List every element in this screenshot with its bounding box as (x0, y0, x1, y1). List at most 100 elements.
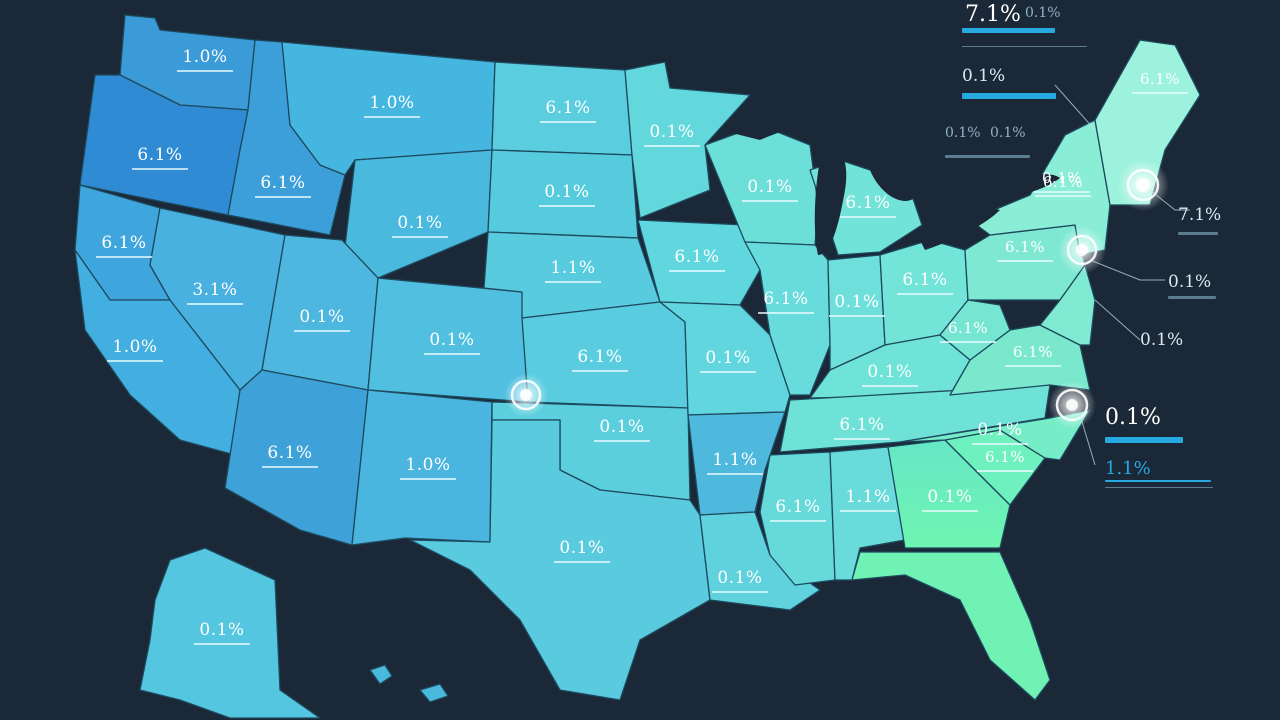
state-value-ky: 0.1% (867, 362, 912, 382)
side-label-top-extra: 0.1% (1025, 5, 1061, 21)
marker-carolina[interactable] (1048, 381, 1096, 429)
states-layer (74, 14, 1201, 719)
state-value-ca-s: 1.0% (112, 337, 157, 357)
state-caption-ky (862, 385, 918, 387)
state-la[interactable] (699, 511, 821, 611)
state-mo[interactable] (659, 301, 791, 416)
state-value-il: 6.1% (763, 289, 808, 309)
state-caption-wv (997, 260, 1053, 262)
state-value-nd: 6.1% (545, 98, 590, 118)
state-ga[interactable] (887, 439, 1011, 549)
state-caption-tx (554, 561, 610, 563)
side-bar-top-rule (962, 46, 1087, 47)
state-caption-co (424, 353, 480, 355)
state-value-az: 6.1% (267, 443, 312, 463)
state-caption-az (262, 466, 318, 468)
state-value-in: 0.1% (834, 292, 879, 312)
state-ia[interactable] (637, 219, 761, 306)
state-caption-sc (977, 470, 1033, 472)
leader-carolina (1079, 414, 1096, 466)
side-label-3: 7.1% (1178, 205, 1222, 225)
state-caption-wa (177, 70, 233, 72)
state-value-ne-us: 6.1% (1140, 70, 1180, 88)
state-nm[interactable] (351, 389, 493, 546)
leader-top (1054, 84, 1096, 131)
state-caption-ne (545, 281, 601, 283)
state-caption-ca-n (96, 256, 152, 258)
leader-lines (1054, 84, 1190, 466)
lake-erie (920, 208, 1000, 250)
state-caption-nd (540, 121, 596, 123)
state-hi[interactable] (369, 664, 393, 685)
state-caption-id (255, 196, 311, 198)
state-value-fl: 0.1% (977, 420, 1022, 440)
state-caption-ny (1034, 191, 1090, 193)
state-caption-ar (707, 473, 763, 475)
state-value-ms: 6.1% (775, 497, 820, 517)
side-bar-7-rule (1105, 487, 1213, 488)
side-bar-4 (1168, 296, 1216, 299)
side-label-7: 1.1% (1105, 458, 1151, 479)
state-ne-us[interactable] (1094, 39, 1201, 206)
marker-kansas[interactable] (504, 373, 548, 417)
marker-nyc[interactable] (1058, 226, 1106, 274)
state-value-nm: 1.0% (405, 455, 450, 475)
state-value-ks: 6.1% (577, 347, 622, 367)
side-label-top: 7.1% (965, 2, 1021, 27)
state-value-mn: 0.1% (649, 122, 694, 142)
state-value-id: 6.1% (260, 173, 305, 193)
side-label-2: 0.1% (945, 125, 981, 141)
state-ar[interactable] (687, 411, 786, 516)
side-bar-6 (1105, 437, 1183, 443)
state-value-mo: 0.1% (705, 348, 750, 368)
state-value-ne: 1.1% (550, 258, 595, 278)
state-caption-mi (840, 216, 896, 218)
state-labels: 1.0% 6.1% 6.1% 1.0% 6.1% 3.1% 1.0% 0.1% 0.1% 0.1%… (96, 47, 1188, 645)
state-fl[interactable] (851, 551, 1051, 701)
state-value-ca-n: 6.1% (101, 233, 146, 253)
state-value-wv: 6.1% (1005, 238, 1045, 256)
state-value-co: 0.1% (429, 330, 474, 350)
state-value-oh: 6.1% (902, 270, 947, 290)
state-value-ga: 0.1% (927, 487, 972, 507)
state-value-mi: 6.1% (845, 193, 890, 213)
state-caption-mt (364, 116, 420, 118)
state-value-la: 0.1% (717, 568, 762, 588)
state-caption-wi (742, 200, 798, 202)
state-value-tx: 0.1% (559, 538, 604, 558)
state-caption-ne-us (1132, 92, 1188, 94)
leader-boston (1149, 189, 1190, 211)
state-caption-al (840, 510, 896, 512)
state-value-tn: 6.1% (839, 415, 884, 435)
state-value-ia: 6.1% (674, 247, 719, 267)
state-wv[interactable] (939, 299, 1011, 361)
state-caption-ia (669, 270, 725, 272)
state-value-ar: 1.1% (712, 450, 757, 470)
state-caption-la (712, 591, 768, 593)
state-ak[interactable] (139, 547, 321, 719)
state-caption-il (758, 312, 814, 314)
marker-boston[interactable] (1117, 159, 1169, 211)
state-value-or: 6.1% (137, 145, 182, 165)
state-value-nc: 6.1% (1013, 343, 1053, 361)
state-value-wa: 1.0% (182, 47, 227, 67)
state-tx[interactable] (409, 419, 711, 701)
state-caption-ga (922, 510, 978, 512)
leader-nyc (1089, 259, 1165, 281)
state-value-wy: 0.1% (397, 213, 442, 233)
state-caption-ms (770, 520, 826, 522)
state-caption-or (132, 168, 188, 170)
state-caption-sd (539, 205, 595, 207)
state-caption-pa (1035, 195, 1091, 197)
great-lakes (720, 96, 1060, 255)
state-hi-2[interactable] (419, 683, 449, 703)
state-caption-in (829, 315, 885, 317)
state-value-sd: 0.1% (544, 182, 589, 202)
lake-ontario (995, 174, 1060, 198)
lake-huron (870, 148, 921, 201)
side-bar-7 (1105, 480, 1211, 482)
state-value-ut: 0.1% (299, 307, 344, 327)
state-caption-nc (1005, 365, 1061, 367)
side-bar-3 (1178, 232, 1218, 235)
state-caption-mn (644, 145, 700, 147)
